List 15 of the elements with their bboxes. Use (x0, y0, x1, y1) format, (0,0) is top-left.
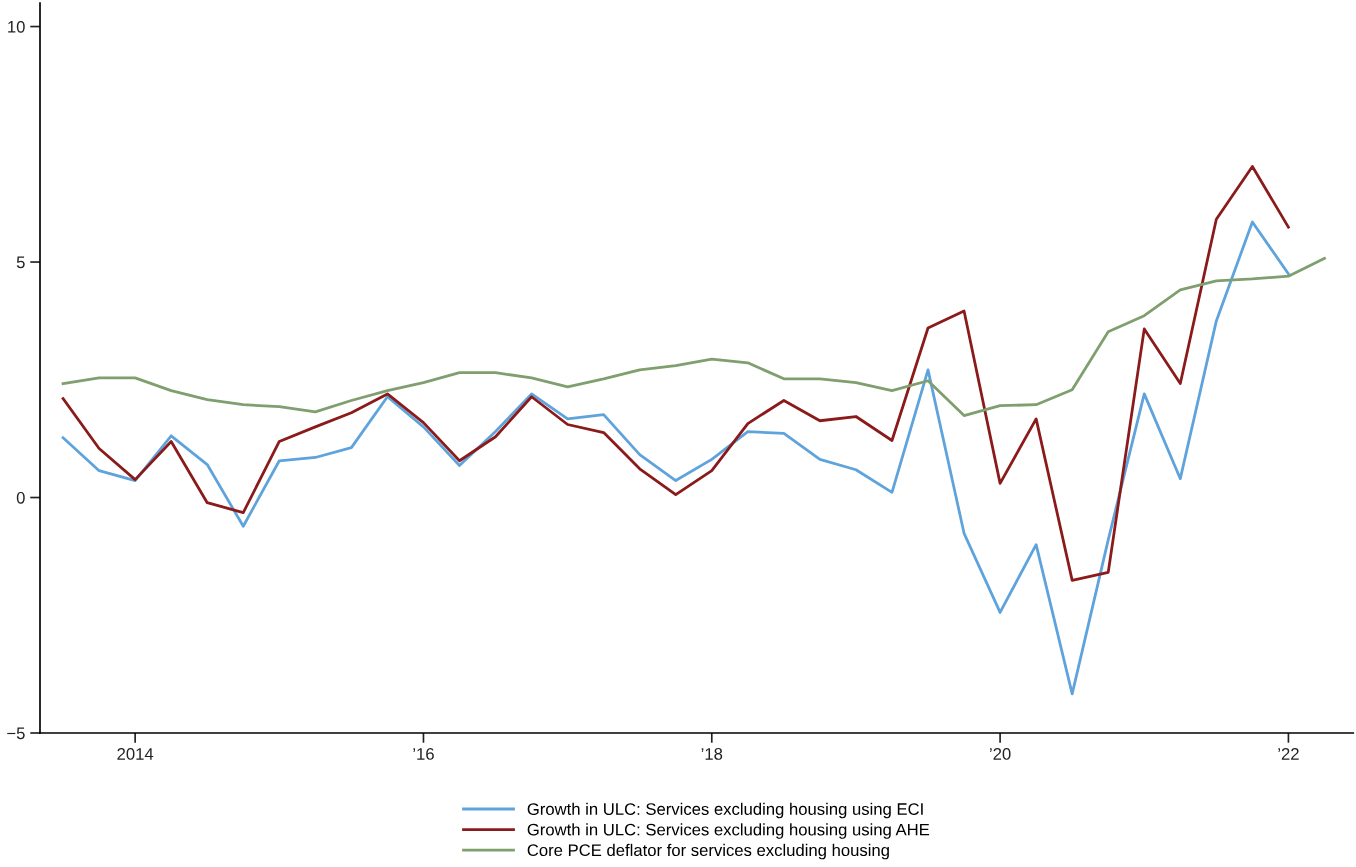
line-series (61, 220, 1290, 696)
y-tick-label: 0 (16, 491, 25, 504)
legend-label: Core PCE deflator for services excluding housing (527, 843, 889, 860)
legend-label: Growth in ULC: Services excluding housing using ECI (527, 802, 923, 819)
x-tick-label: ’20 (990, 748, 1011, 760)
y-tick-label: 5 (16, 256, 25, 269)
x-tick-label: ’22 (1278, 748, 1299, 760)
x-tick-label: ’18 (701, 748, 723, 760)
legend-label: Growth in ULC: Services excluding housing using AHE (527, 823, 930, 839)
x-tick-label: 2014 (117, 748, 154, 760)
line-series (61, 256, 1326, 417)
y-tick-label: −5 (7, 727, 25, 740)
x-tick-label: ’16 (413, 748, 434, 760)
line-series (61, 165, 1290, 582)
y-tick-label: 10 (8, 20, 25, 33)
